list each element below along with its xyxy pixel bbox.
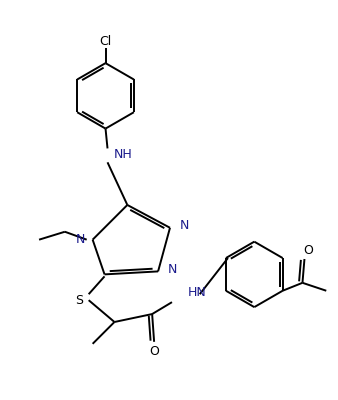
Text: N: N <box>180 219 189 232</box>
Text: N: N <box>168 263 177 276</box>
Text: NH: NH <box>114 148 132 161</box>
Text: N: N <box>75 233 85 246</box>
Text: Cl: Cl <box>99 35 112 48</box>
Text: HN: HN <box>188 286 207 299</box>
Text: O: O <box>149 345 159 358</box>
Text: S: S <box>75 294 83 307</box>
Text: O: O <box>304 244 313 256</box>
